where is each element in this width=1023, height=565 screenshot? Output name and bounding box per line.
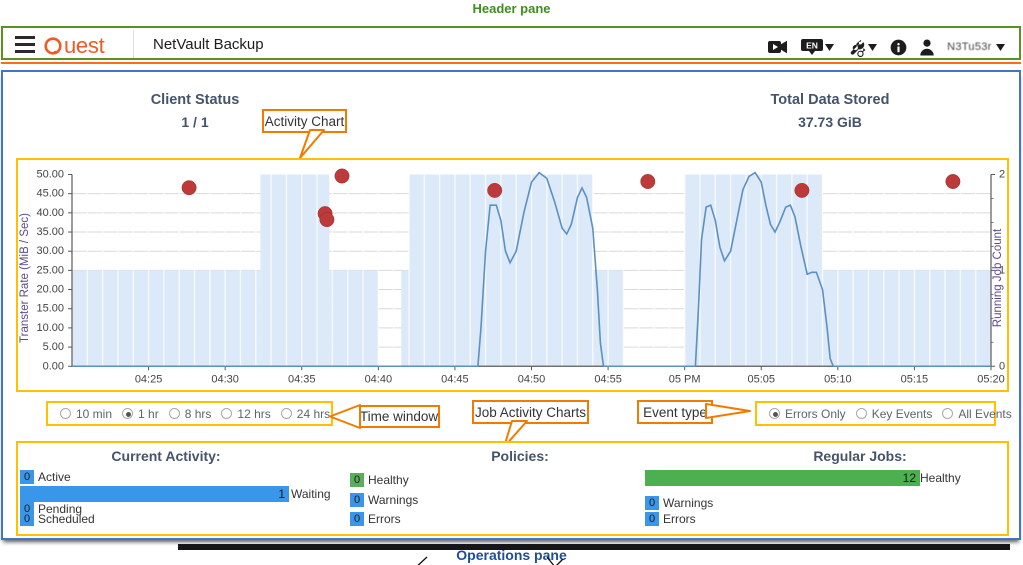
svg-text:45.00: 45.00 <box>36 188 64 200</box>
svg-text:05:15: 05:15 <box>901 373 929 385</box>
svg-text:04:30: 04:30 <box>211 373 239 385</box>
svg-text:40.00: 40.00 <box>36 207 64 219</box>
svg-text:05:10: 05:10 <box>824 373 852 385</box>
svg-text:2: 2 <box>999 169 1005 181</box>
svg-text:04:35: 04:35 <box>288 373 316 385</box>
svg-text:05 PM: 05 PM <box>669 373 701 385</box>
svg-text:04:25: 04:25 <box>135 373 163 385</box>
svg-text:50.00: 50.00 <box>36 169 64 181</box>
svg-text:04:40: 04:40 <box>365 373 393 385</box>
svg-text:20.00: 20.00 <box>36 284 64 296</box>
svg-text:25.00: 25.00 <box>36 264 64 276</box>
svg-text:5.00: 5.00 <box>43 341 64 353</box>
svg-text:05:20: 05:20 <box>977 373 1005 385</box>
svg-text:04:50: 04:50 <box>518 373 546 385</box>
svg-text:04:45: 04:45 <box>441 373 469 385</box>
svg-text:0: 0 <box>999 360 1005 372</box>
svg-text:05:05: 05:05 <box>747 373 775 385</box>
svg-text:0.00: 0.00 <box>43 360 64 372</box>
svg-text:35.00: 35.00 <box>36 226 64 238</box>
svg-text:10.00: 10.00 <box>36 322 64 334</box>
svg-text:30.00: 30.00 <box>36 245 64 257</box>
svg-text:EN: EN <box>806 41 818 51</box>
svg-text:15.00: 15.00 <box>36 303 64 315</box>
svg-text:Running Job Count: Running Job Count <box>992 228 1004 327</box>
svg-text:Transter Rate (MiB / Sec): Transter Rate (MiB / Sec) <box>19 213 31 343</box>
svg-text:04:55: 04:55 <box>594 373 622 385</box>
